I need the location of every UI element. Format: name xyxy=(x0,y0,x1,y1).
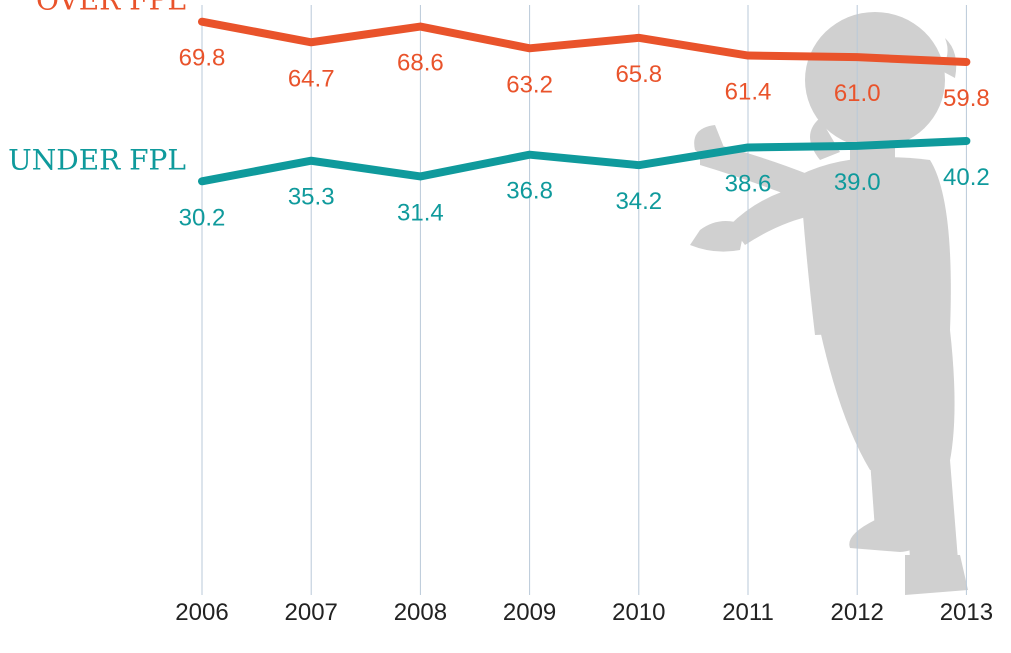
series-name-over-fpl: OVER FPL xyxy=(36,0,186,17)
x-tick-label-2012: 2012 xyxy=(831,599,884,626)
vertical-gridlines xyxy=(201,5,967,595)
data-label-over-fpl-2010: 65.8 xyxy=(615,61,662,88)
series-line-under-fpl xyxy=(198,136,971,186)
x-tick-label-2009: 2009 xyxy=(503,599,556,626)
series-line-over-fpl xyxy=(198,17,971,67)
x-tick-label-2007: 2007 xyxy=(285,599,338,626)
series-name-under-fpl: UNDER FPL xyxy=(8,143,186,176)
x-tick-label-2008: 2008 xyxy=(394,599,447,626)
data-label-over-fpl-2009: 63.2 xyxy=(506,71,553,98)
data-label-over-fpl-2012: 61.0 xyxy=(834,80,881,107)
data-label-over-fpl-2007: 64.7 xyxy=(288,65,335,92)
x-tick-label-2013: 2013 xyxy=(940,599,993,626)
data-label-under-fpl-2013: 40.2 xyxy=(943,164,990,191)
data-label-under-fpl-2007: 35.3 xyxy=(288,184,335,211)
x-tick-label-2006: 2006 xyxy=(175,599,228,626)
x-tick-label-2011: 2011 xyxy=(722,599,774,626)
data-label-over-fpl-2006: 69.8 xyxy=(179,45,226,72)
data-label-under-fpl-2012: 39.0 xyxy=(834,169,881,196)
data-label-under-fpl-2010: 34.2 xyxy=(615,188,662,215)
series-names: OVER FPL UNDER FPL xyxy=(8,0,186,176)
data-label-under-fpl-2006: 30.2 xyxy=(179,204,226,231)
data-label-under-fpl-2011: 38.6 xyxy=(725,170,772,197)
data-labels: 69.8 64.7 68.6 63.2 65.8 61.4 61.0 59.8 30.2 35.3… xyxy=(179,45,990,232)
x-axis-tick-labels: 2006 2007 2008 2009 2010 2011 2012 2013 xyxy=(175,599,993,626)
data-label-over-fpl-2011: 61.4 xyxy=(725,79,772,106)
data-label-over-fpl-2013: 59.8 xyxy=(943,85,990,112)
x-tick-label-2010: 2010 xyxy=(612,599,665,626)
data-label-over-fpl-2008: 68.6 xyxy=(397,50,444,77)
data-label-under-fpl-2008: 31.4 xyxy=(397,199,444,226)
data-label-under-fpl-2009: 36.8 xyxy=(506,178,553,205)
series-layer xyxy=(198,17,971,186)
